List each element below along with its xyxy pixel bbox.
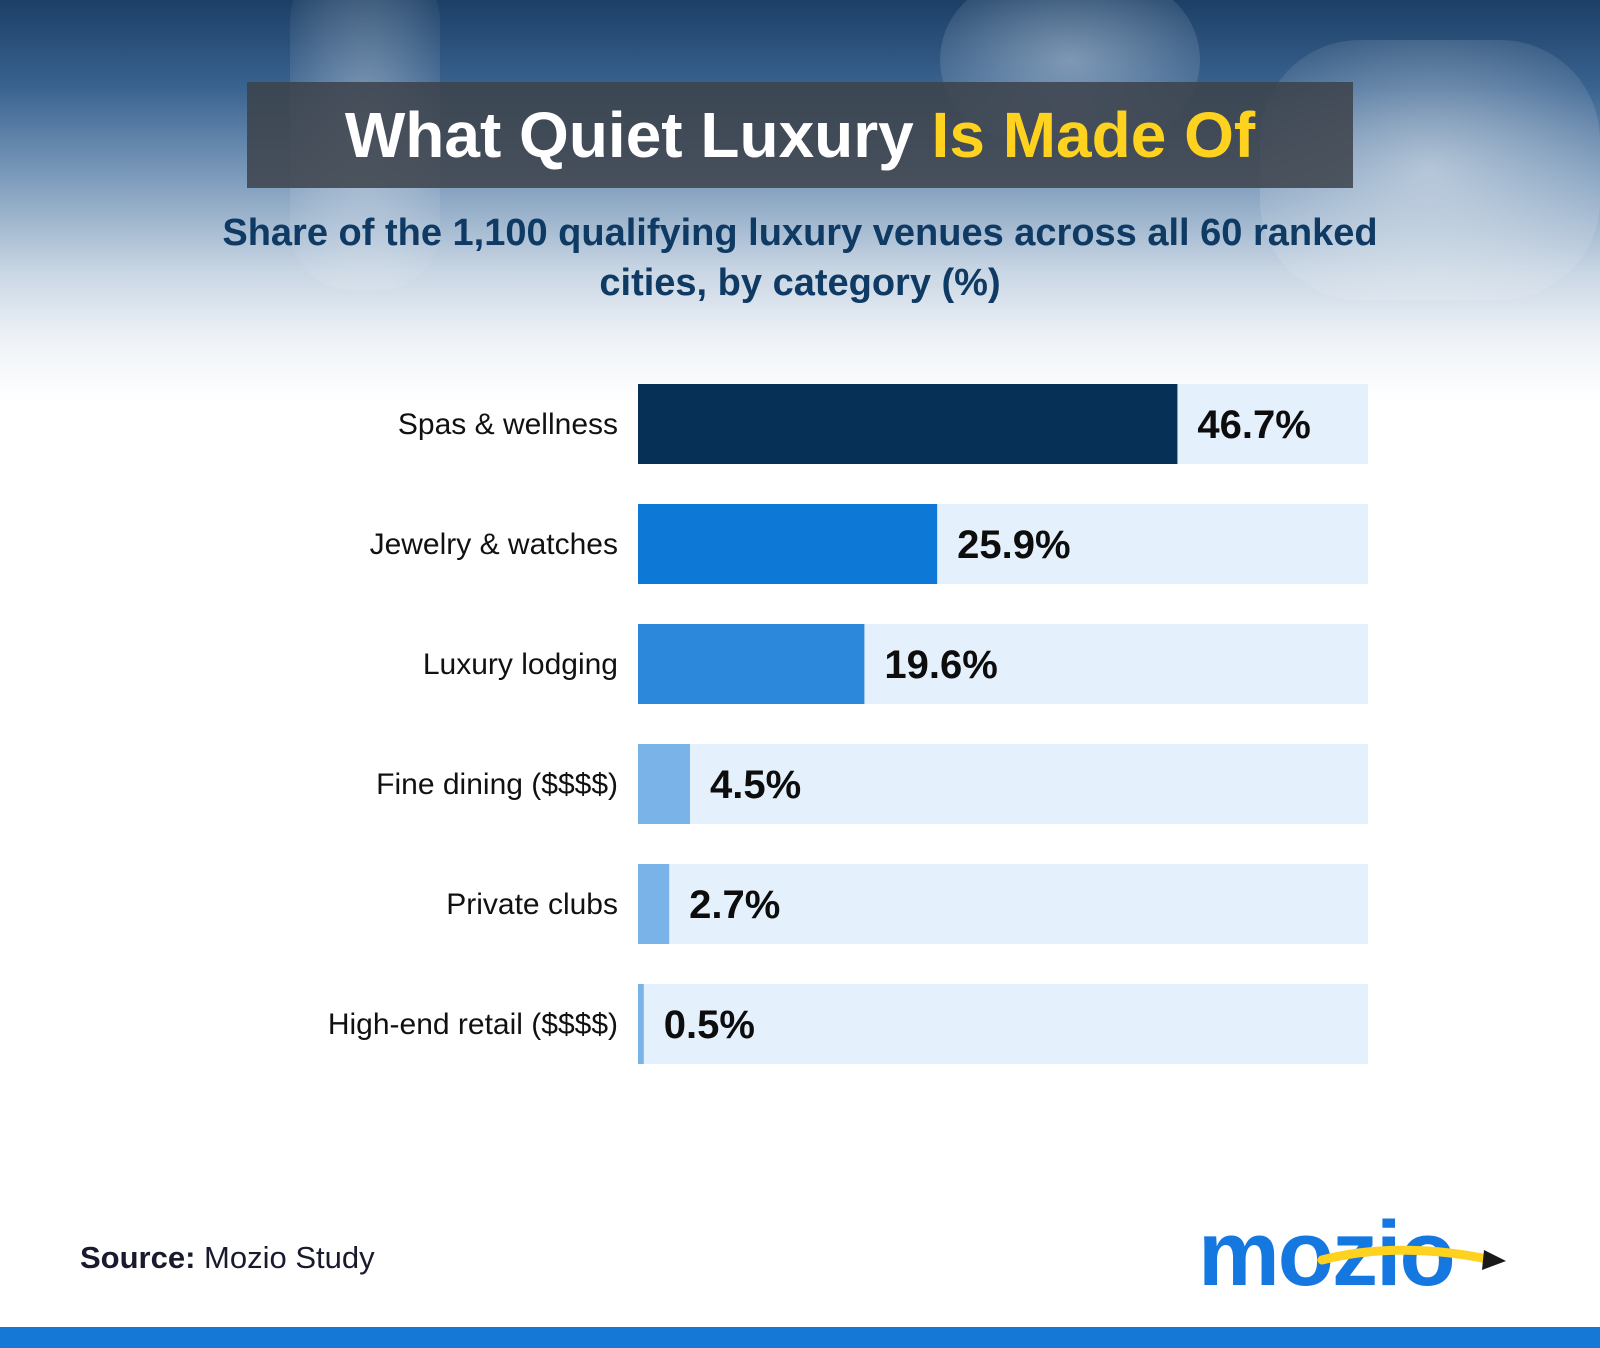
category-label: Luxury lodging — [423, 648, 618, 681]
category-label: Fine dining ($$$$) — [376, 768, 618, 801]
bar-4 — [638, 744, 690, 824]
source-text: Mozio Study — [204, 1240, 375, 1275]
footer-accent-bar — [0, 1327, 1600, 1348]
value-label: 4.5% — [710, 763, 801, 807]
bar-3 — [638, 624, 865, 704]
value-label: 0.5% — [664, 1003, 755, 1047]
category-label: Jewelry & watches — [370, 528, 618, 561]
bar-track — [638, 864, 1368, 944]
bar-track — [638, 744, 1368, 824]
source-note: Source: Mozio Study — [80, 1240, 375, 1276]
chart-subtitle: Share of the 1,100 qualifying luxury ven… — [222, 212, 1378, 304]
value-label: 19.6% — [884, 643, 997, 687]
source-label: Source: — [80, 1240, 196, 1275]
value-label: 25.9% — [957, 523, 1070, 567]
title-main: What Quiet Luxury — [344, 99, 914, 171]
category-label: High-end retail ($$$$) — [328, 1008, 618, 1041]
mozio-logo: mozio — [1198, 1204, 1528, 1304]
value-label: 2.7% — [689, 883, 780, 927]
category-label: Private clubs — [446, 888, 618, 921]
bar-1 — [638, 384, 1178, 464]
bar-2 — [638, 504, 938, 584]
page-title: What Quiet Luxury Is Made Of — [345, 98, 1255, 172]
bar-5 — [638, 864, 670, 944]
title-highlight: Is Made Of — [931, 99, 1256, 171]
header-background — [0, 0, 1600, 400]
title-banner: What Quiet Luxury Is Made Of — [247, 82, 1353, 188]
bar-track — [638, 984, 1368, 1064]
category-label: Spas & wellness — [398, 408, 618, 441]
logo-arrow-icon — [1317, 1245, 1506, 1270]
bar-6 — [638, 984, 644, 1064]
value-label: 46.7% — [1197, 403, 1310, 447]
